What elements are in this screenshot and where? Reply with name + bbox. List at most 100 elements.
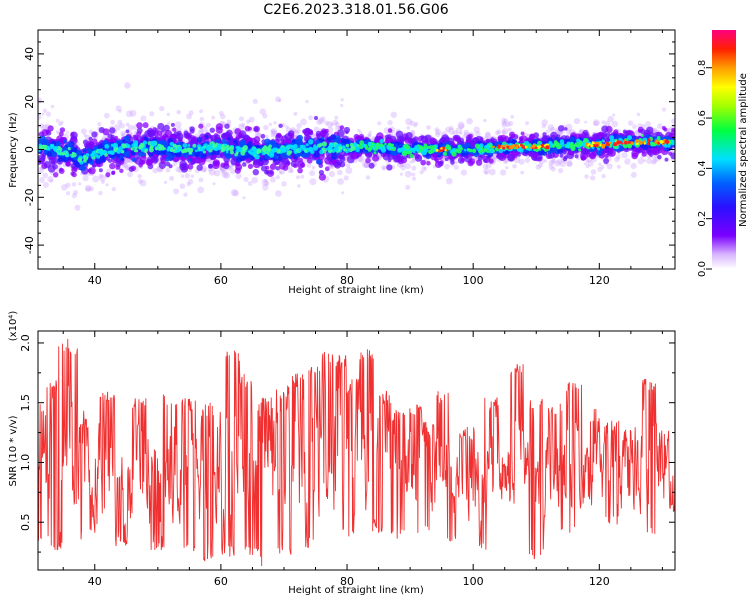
heatmap-cell — [456, 148, 462, 154]
heatmap-cell — [484, 170, 488, 175]
heatmap-cell — [159, 105, 165, 112]
heatmap-cell — [405, 184, 411, 190]
heatmap-cell — [390, 111, 397, 119]
heatmap-cell — [85, 153, 90, 157]
heatmap-cell — [179, 160, 187, 168]
heatmap-cell — [41, 129, 49, 137]
heatmap-cell — [252, 98, 258, 104]
heatmap-cell — [208, 168, 216, 176]
heatmap-cell — [265, 134, 269, 139]
heatmap-cell — [38, 114, 42, 120]
heatmap-cell — [243, 176, 249, 182]
heatmap-cell — [125, 122, 130, 127]
heatmap-cell — [201, 135, 206, 140]
heatmap-cell — [42, 172, 48, 179]
heatmap-cell — [199, 128, 204, 133]
heatmap-cell — [55, 141, 61, 147]
heatmap-cell — [269, 170, 273, 175]
heatmap-cell — [66, 142, 73, 148]
heatmap-cell — [211, 115, 216, 120]
heatmap-cell — [601, 173, 606, 179]
heatmap-cell — [641, 151, 647, 157]
heatmap-cell — [607, 115, 614, 123]
heatmap-cell — [49, 179, 54, 183]
heatmap-cell — [370, 143, 375, 148]
heatmap-cell — [129, 109, 137, 117]
heatmap-cell — [467, 148, 471, 152]
heatmap-cell — [234, 142, 239, 146]
heatmap-cell — [402, 150, 408, 156]
heatmap-cell — [339, 125, 345, 130]
heatmap-cell — [585, 164, 590, 169]
heatmap-cell — [98, 168, 103, 173]
heatmap-cell — [541, 124, 546, 129]
heatmap-cell — [163, 180, 167, 184]
heatmap-cell — [408, 147, 413, 151]
heatmap-cell — [520, 131, 525, 136]
heatmap-cell — [150, 140, 156, 146]
heatmap-cell — [221, 169, 226, 174]
heatmap-cell — [121, 143, 127, 149]
heatmap-cell — [300, 174, 305, 179]
heatmap-cell — [152, 155, 157, 160]
heatmap-cell — [332, 119, 339, 126]
heatmap-cell — [419, 170, 424, 175]
heatmap-cell — [59, 120, 64, 125]
heatmap-cell — [334, 115, 339, 120]
heatmap-cell — [212, 144, 217, 149]
heatmap-cell — [289, 133, 295, 139]
heatmap-cell — [53, 146, 59, 151]
heatmap-cell — [483, 118, 487, 123]
heatmap-cell — [583, 132, 590, 139]
heatmap-cell — [671, 118, 675, 124]
heatmap-cell — [507, 154, 515, 162]
heatmap-cell — [139, 179, 147, 187]
heatmap-cell — [67, 147, 71, 151]
heatmap-cell — [174, 121, 182, 129]
heatmap-cell — [202, 167, 207, 173]
heatmap-cell — [142, 152, 147, 157]
heatmap-cell — [367, 147, 372, 152]
heatmap-cell — [373, 151, 377, 155]
heatmap-cell — [270, 128, 278, 135]
heatmap-cell — [322, 149, 327, 154]
heatmap-cell — [115, 105, 122, 112]
heatmap-cell — [318, 143, 323, 147]
heatmap-cell — [98, 190, 103, 196]
heatmap-cell — [146, 159, 154, 166]
heatmap-cell — [548, 160, 554, 166]
heatmap-cell — [137, 178, 143, 184]
heatmap-cell — [180, 174, 185, 178]
heatmap-cell — [251, 176, 258, 184]
heatmap-cell — [557, 148, 563, 155]
heatmap-cell — [384, 142, 387, 146]
heatmap-cell — [172, 134, 177, 139]
heatmap-cell — [466, 117, 473, 125]
heatmap-cell — [616, 154, 621, 160]
heatmap-cell — [667, 144, 671, 148]
heatmap-cell — [465, 142, 471, 148]
heatmap-cell — [498, 149, 503, 154]
heatmap-cell — [630, 171, 637, 178]
heatmap-cell — [256, 148, 262, 154]
heatmap-cell — [601, 125, 609, 133]
heatmap-cell — [383, 127, 390, 134]
heatmap-cell — [46, 151, 53, 157]
heatmap-cell — [652, 159, 658, 164]
heatmap-cell — [379, 138, 385, 144]
heatmap-cell — [293, 144, 298, 149]
heatmap-cell — [47, 147, 51, 151]
heatmap-cell — [176, 109, 181, 115]
heatmap-cell — [263, 124, 269, 131]
heatmap-cell — [612, 113, 616, 117]
heatmap-cell — [84, 184, 92, 192]
heatmap-cell — [505, 166, 509, 170]
heatmap-cell — [74, 204, 81, 211]
heatmap-cell — [214, 147, 219, 152]
heatmap-cell — [420, 135, 425, 139]
heatmap-cell — [409, 120, 416, 127]
heatmap-cell — [596, 149, 603, 156]
heatmap-cell — [457, 121, 465, 129]
heatmap-cell — [71, 152, 77, 158]
heatmap-cell — [593, 119, 600, 127]
